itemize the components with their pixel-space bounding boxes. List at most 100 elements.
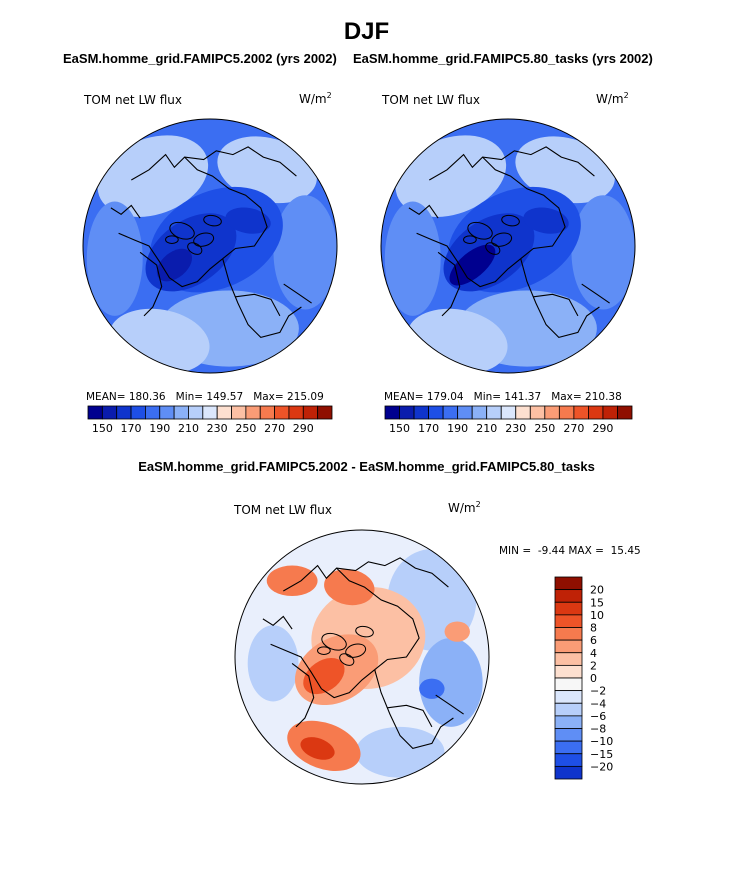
- field-region-negative: [419, 637, 483, 727]
- colorbar-box: [428, 405, 444, 420]
- coastline-7: [435, 694, 464, 715]
- colorbar-tick-label: 290: [293, 422, 314, 435]
- panel-3-stats: MIN = -9.44 MAX = 15.45: [499, 545, 641, 557]
- colorbar-tick-label: 10: [590, 609, 604, 622]
- colorbar-box: [554, 740, 583, 755]
- colorbar-tick-label: 210: [476, 422, 497, 435]
- field-region-light: [395, 135, 507, 217]
- panel-1-stats: MEAN= 180.36 Min= 149.57 Max= 215.09: [86, 391, 324, 403]
- colorbar-box: [544, 405, 560, 420]
- colorbar-box: [500, 405, 517, 420]
- colorbar-tick-label: 170: [121, 422, 142, 435]
- coastline-5: [520, 258, 600, 339]
- field-region-mid: [571, 195, 635, 310]
- field-region-light: [515, 136, 615, 204]
- field-region-negative: [419, 678, 445, 699]
- colorbar-box: [384, 405, 400, 420]
- mean-value: 179.04: [426, 391, 464, 403]
- panel-2-title: EaSM.homme_grid.FAMIPC5.80_tasks (yrs 20…: [353, 51, 653, 66]
- colorbar-tick-label: 4: [590, 647, 597, 660]
- colorbar-box: [554, 639, 583, 654]
- colorbar-box: [554, 589, 583, 603]
- units-text: W/m: [596, 92, 624, 106]
- max-label: Max=: [551, 391, 582, 403]
- map-1-border: [82, 118, 338, 374]
- coastline-8: [262, 615, 293, 630]
- colorbar-tick-label: 6: [590, 634, 597, 647]
- page-title: DJF: [343, 18, 390, 45]
- island-2: [345, 643, 367, 658]
- colorbar-box: [529, 405, 546, 420]
- panel-3-variable-label: TOM net LW flux: [234, 503, 332, 517]
- island-5: [317, 646, 331, 655]
- coastline-6: [533, 293, 579, 317]
- colorbar-box: [457, 405, 473, 420]
- units-text: W/m: [448, 501, 476, 515]
- min-value: 149.57: [206, 391, 244, 403]
- colorbar-tick-label: 170: [418, 422, 439, 435]
- coastline-5: [374, 669, 454, 750]
- coastline-2: [184, 156, 268, 260]
- min-label: MIN =: [499, 545, 532, 557]
- min-value: -9.44: [537, 545, 566, 557]
- field-region-negative: [247, 625, 299, 702]
- panel-3-units: W/m2: [448, 500, 481, 515]
- colorbar-box: [554, 765, 583, 780]
- coastline-2: [482, 156, 566, 260]
- colorbar-tick-label: −2: [590, 685, 606, 698]
- coastline-7: [581, 283, 610, 304]
- colorbar-box: [573, 405, 589, 420]
- coastline-7: [283, 283, 312, 304]
- colorbar-tick-label: 2: [590, 659, 597, 672]
- coastline-6: [235, 293, 281, 317]
- max-value: 15.45: [610, 545, 641, 557]
- colorbar-tick-label: 270: [264, 422, 285, 435]
- field-region-positive: [303, 657, 345, 695]
- island-3: [339, 653, 355, 666]
- colorbar-tick-label: 0: [590, 672, 597, 685]
- map-1-field: [83, 119, 337, 373]
- coastline-2: [336, 567, 420, 671]
- colorbar-box: [554, 728, 583, 742]
- field-region-light: [97, 135, 209, 217]
- island-5: [463, 235, 477, 244]
- max-label: Max=: [253, 391, 284, 403]
- max-label: MAX =: [568, 545, 604, 557]
- units-exponent: 2: [326, 91, 332, 100]
- min-label: Min=: [175, 391, 204, 403]
- colorbar-box: [202, 405, 218, 420]
- coastline-8: [408, 204, 439, 219]
- colorbar-box: [288, 405, 304, 420]
- colorbar-tick-label: 270: [563, 422, 584, 435]
- field-region-mid: [384, 201, 441, 316]
- colorbar-box: [554, 576, 583, 591]
- min-label: Min=: [473, 391, 502, 403]
- colorbar-box: [159, 405, 175, 420]
- island-3: [187, 242, 203, 255]
- field-region-darker: [523, 207, 569, 234]
- colorbar-tick-label: −8: [590, 723, 606, 736]
- colorbar-tick-label: −4: [590, 697, 606, 710]
- colorbar-box: [101, 405, 118, 420]
- mean-label: MEAN=: [86, 391, 126, 403]
- colorbar-tick-label: 210: [178, 422, 199, 435]
- coastline-4: [139, 251, 163, 317]
- units-exponent: 2: [475, 500, 481, 509]
- panel-1-colorbar: 150 170 190 210 230 250 270 290: [87, 405, 333, 435]
- colorbar-box: [486, 405, 502, 420]
- map-3-border: [234, 529, 490, 785]
- field-region-positive: [324, 569, 375, 606]
- panel-3-title: EaSM.homme_grid.FAMIPC5.2002 - EaSM.homm…: [138, 459, 595, 474]
- field-region-light: [217, 136, 317, 204]
- colorbar-box: [515, 405, 531, 420]
- colorbar-box: [274, 405, 290, 420]
- field-region-mid: [86, 201, 143, 316]
- colorbar-box: [554, 702, 583, 717]
- colorbar-box: [471, 405, 488, 420]
- colorbar-box: [442, 405, 459, 420]
- field-region-positive: [266, 565, 318, 597]
- coastline-6: [387, 704, 433, 728]
- colorbar-tick-label: 190: [149, 422, 170, 435]
- colorbar-box: [173, 405, 189, 420]
